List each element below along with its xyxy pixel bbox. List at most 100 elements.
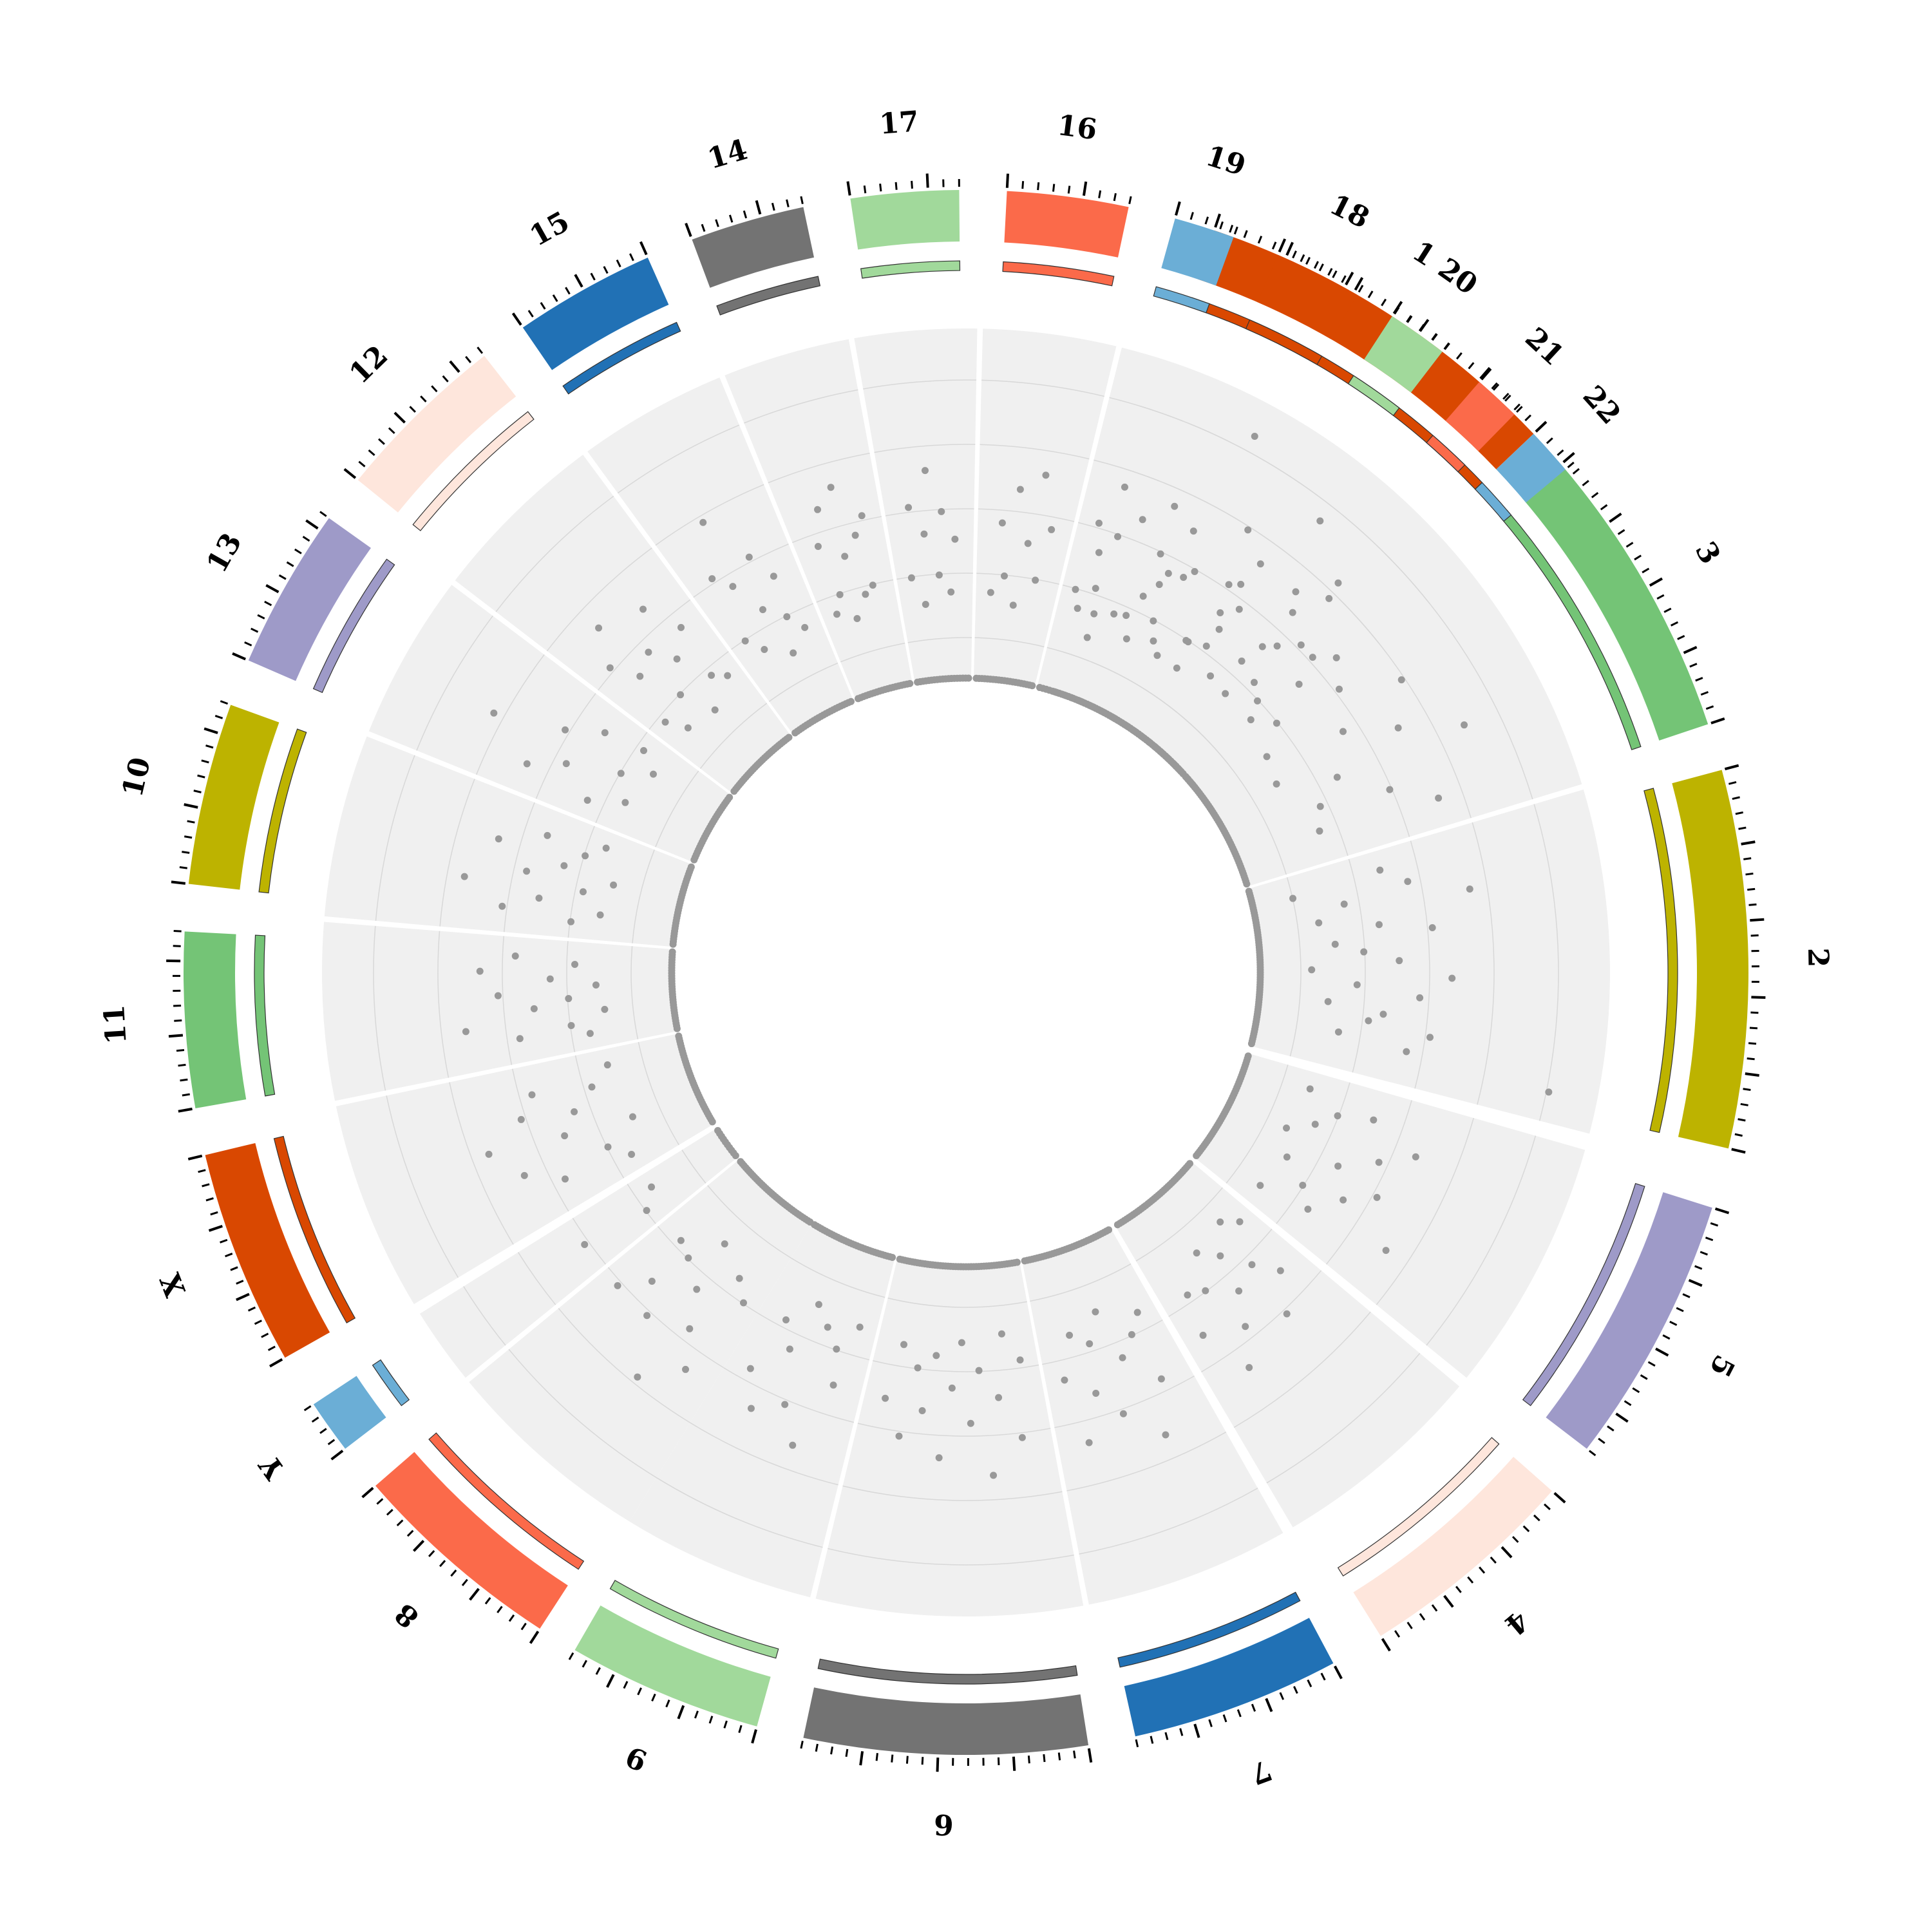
point-chr-7-9 [1066, 1331, 1074, 1339]
grid-ring-chr-19-4 [1109, 397, 1184, 422]
inner-ring-chr-14 [716, 276, 821, 316]
grid-ring-chr-6-1 [873, 1360, 1039, 1372]
grid-ring-chr-12-1 [649, 651, 729, 730]
tick-chr-y-4 [303, 1405, 312, 1412]
tick-chr-8-4 [484, 1596, 491, 1605]
point-chr-8-9 [648, 1278, 656, 1285]
point-chr-13-4 [490, 709, 498, 717]
ideogram-chr-5 [1546, 1192, 1712, 1449]
label-chr-11: 11 [98, 1004, 133, 1045]
point-chr-x-0 [628, 1150, 636, 1158]
point-chr-12-7 [711, 706, 719, 714]
tick-chr-8-8 [439, 1560, 446, 1567]
point-chr-3-10 [1386, 786, 1394, 793]
label-chr-7: 7 [1246, 1753, 1276, 1790]
point-chr-14-7 [862, 591, 869, 598]
point-chr-3-8 [1461, 721, 1468, 729]
track-bg-chr-22 [1173, 516, 1470, 790]
tick-chr-3-11 [1656, 594, 1665, 600]
point-chr-2-11 [1308, 966, 1316, 974]
grid-ring-chr-10-0 [632, 849, 655, 943]
grid-ring-chr-2-1 [1348, 858, 1366, 1073]
label-chr-13: 13 [200, 527, 249, 578]
point-chr-14-5 [841, 553, 849, 560]
tick-chr-1-22 [1502, 393, 1510, 400]
point-chr-15-3 [729, 583, 737, 591]
grid-ring-chr-19-3 [1094, 459, 1160, 482]
tick-chr-7-9 [1208, 1719, 1213, 1727]
tick-chr-21-0 [1480, 368, 1492, 381]
point-chr-20-5 [1202, 642, 1210, 650]
point-chr-8-7 [643, 1312, 651, 1320]
point-chr-11-8 [592, 981, 600, 989]
tick-chr-21-1 [1492, 383, 1500, 391]
point-chr-2-2 [1404, 878, 1412, 886]
ideogram-chr-x [205, 1142, 330, 1358]
point-chr-6-6 [967, 1419, 974, 1427]
point-chr-15-1 [708, 575, 716, 583]
point-chr-5-3 [1412, 1153, 1419, 1160]
tick-chr-3-9 [1642, 567, 1650, 574]
point-chr-x-3 [520, 1171, 528, 1179]
point-chr-15-10 [801, 623, 809, 631]
tick-chr-18-3 [1318, 263, 1324, 272]
point-chr-20-4 [1256, 560, 1264, 568]
tick-chr-7-10 [1193, 1723, 1200, 1738]
tick-chr-6-13 [891, 1754, 894, 1763]
point-chr-2-6 [1375, 921, 1383, 929]
point-chr-2-20 [1403, 1048, 1410, 1056]
point-chr-x-5 [561, 1132, 569, 1140]
point-chr-2-13 [1353, 981, 1361, 989]
tick-chr-6-14 [875, 1753, 878, 1761]
tick-chr-2-0 [1724, 764, 1739, 771]
tick-chr-7-3 [1293, 1685, 1298, 1694]
point-chr-3-1 [1335, 685, 1343, 693]
label-chr-22: 22 [1577, 379, 1627, 431]
tick-chr-5-14 [1624, 1400, 1632, 1406]
tick-chr-3-15 [1683, 646, 1698, 654]
point-chr-10-2 [596, 911, 604, 919]
label-chr-14: 14 [704, 133, 751, 176]
point-chr-11-12 [511, 952, 519, 960]
track-bg-chr-6 [815, 1257, 1084, 1617]
point-chr-6-5 [975, 1367, 983, 1374]
tick-chr-22-2 [1557, 449, 1564, 457]
grid-ring-chr-14-0 [840, 642, 905, 663]
tick-chr-8-14 [376, 1498, 384, 1505]
grid-ring-chr-22-0 [1202, 735, 1229, 764]
point-chr-12-11 [677, 623, 685, 631]
point-chr-6-13 [895, 1432, 903, 1440]
tick-chr-4-8 [1467, 1576, 1474, 1584]
grid-ring-chr-11-0 [630, 946, 639, 1039]
tick-chr-5-3 [1700, 1251, 1708, 1256]
label-chr-9: 9 [621, 1739, 652, 1777]
tick-chr-7-1 [1320, 1672, 1326, 1681]
grid-ring-chr-18-2 [1139, 542, 1209, 578]
point-chr-7-4 [1119, 1354, 1126, 1361]
point-chr-22-3 [1295, 680, 1303, 688]
label-chr-15: 15 [524, 205, 574, 252]
point-chr-13-8 [601, 729, 609, 737]
tick-chr-20-3 [1431, 333, 1437, 341]
tick-chr-18-5 [1345, 271, 1354, 286]
label-chr-3: 3 [1689, 536, 1727, 570]
tick-chr-x-0 [269, 1358, 283, 1368]
point-chr-1-12 [1215, 625, 1223, 633]
grid-ring-chr-5-3 [1376, 1117, 1474, 1305]
point-chr-9-9 [782, 1316, 790, 1323]
tick-chr-1-6 [1300, 254, 1305, 262]
tick-chr-22-1 [1546, 437, 1553, 444]
point-chr-4-11 [1184, 1291, 1191, 1299]
point-chr-9-2 [833, 1345, 840, 1353]
ideogram-chr-13 [248, 518, 371, 681]
tick-chr-12-6 [409, 406, 416, 413]
grid-ring-chr-9-2 [723, 1367, 855, 1423]
grid-ring-chr-15-2 [693, 544, 789, 598]
point-chr-1-15 [1292, 588, 1300, 596]
label-chr-1: 1 [1406, 234, 1441, 272]
tick-chr-9-9 [623, 1681, 629, 1689]
tick-chr-2-11 [1750, 934, 1759, 937]
tick-chr-x-14 [198, 1169, 206, 1173]
tick-chr-13-3 [257, 614, 265, 620]
grid-ring-chr-5-0 [1226, 1065, 1289, 1184]
